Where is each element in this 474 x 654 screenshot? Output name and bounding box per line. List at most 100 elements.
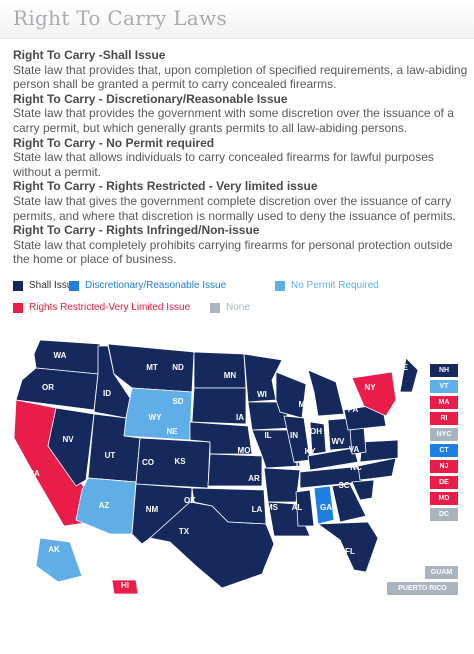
map-legend: Shall Issue Discretionary/Reasonable Iss… (13, 280, 468, 324)
state-va[interactable] (359, 439, 399, 463)
definition-term: Right To Carry - No Permit required (13, 135, 215, 150)
legend-swatch (275, 280, 285, 291)
state-label-il: IL (264, 431, 271, 440)
state-label-nm: NM (146, 505, 159, 514)
state-tx[interactable] (149, 501, 275, 589)
state-label-ne: NE (166, 427, 178, 436)
definition-text: State law that gives the government comp… (13, 193, 456, 223)
state-label-ca: CA (28, 469, 40, 478)
state-wi[interactable] (275, 371, 307, 419)
definition-term: Right To Carry - Rights Infringed/Non-is… (13, 223, 260, 238)
state-la[interactable] (267, 501, 311, 537)
state-label-sd: SD (172, 397, 183, 406)
legend-item-none: None (210, 302, 250, 313)
state-me[interactable] (399, 357, 419, 393)
state-fl[interactable] (316, 521, 379, 573)
state-mi[interactable] (307, 369, 345, 417)
state-ms[interactable] (295, 489, 315, 527)
state-wy[interactable] (123, 387, 193, 441)
state-label-nd: ND (172, 363, 184, 372)
state-badge-de[interactable]: DE (430, 476, 458, 489)
state-label-la: LA (252, 505, 263, 514)
state-ar[interactable] (263, 467, 301, 503)
state-mn[interactable] (243, 353, 283, 403)
state-label-mi: MI (299, 400, 308, 409)
legend-swatch (13, 302, 23, 313)
state-or[interactable] (15, 367, 99, 411)
definitions-list: Right To Carry -Shall Issue State law th… (13, 48, 468, 267)
state-label-oh: OH (310, 427, 322, 436)
definition-item: Right To Carry -Shall Issue State law th… (13, 48, 468, 92)
state-co[interactable] (135, 437, 211, 489)
state-mo[interactable] (251, 429, 301, 469)
state-label-ut: UT (105, 451, 116, 460)
legend-label: None (226, 302, 250, 313)
us-map-svg: WA OR CA NV ID MT WY UT AZ CO NM ND SD NE KS OK TX MN IA MO… (13, 339, 419, 595)
state-badge-ct[interactable]: CT (430, 444, 458, 457)
legend-swatch (69, 280, 79, 291)
state-badge-dc[interactable]: DC (430, 508, 458, 521)
state-label-ga: GA (320, 503, 332, 512)
state-ga[interactable] (331, 483, 367, 523)
state-al[interactable] (313, 485, 335, 525)
state-badge-nj[interactable]: NJ (430, 460, 458, 473)
definition-text: State law that completely prohibits carr… (13, 237, 453, 267)
state-badge-nyc[interactable]: NYC (430, 428, 458, 441)
state-badge-vt[interactable]: VT (430, 380, 458, 393)
state-label-fl: FL (345, 547, 355, 556)
state-label-mt: MT (146, 363, 158, 372)
state-badge-md[interactable]: MD (430, 492, 458, 505)
state-label-wy: WY (149, 413, 163, 422)
state-label-ar: AR (248, 474, 260, 483)
state-badge-ri[interactable]: RI (430, 412, 458, 425)
state-hi[interactable] (111, 579, 139, 595)
definition-item: Right To Carry - Discretionary/Reasonabl… (13, 92, 468, 136)
legend-item-no-permit: No Permit Required (275, 280, 379, 291)
state-label-va: VA (349, 445, 360, 454)
state-in[interactable] (309, 421, 327, 455)
state-label-ia: IA (236, 413, 244, 422)
legend-label: Rights Restricted-Very Limited Issue (29, 302, 191, 313)
state-label-or: OR (42, 383, 54, 392)
state-label-az: AZ (99, 501, 110, 510)
state-label-co: CO (142, 458, 154, 467)
territory-puerto-rico[interactable]: PUERTO RICO (387, 582, 458, 595)
definition-item: Right To Carry - Rights Infringed/Non-is… (13, 223, 468, 267)
definition-text: State law that allows individuals to car… (13, 150, 434, 179)
state-label-sc: SC (338, 481, 349, 490)
state-label-ms: MS (266, 503, 279, 512)
state-nd[interactable] (193, 351, 247, 389)
state-label-al: AL (292, 503, 303, 512)
legend-swatch (210, 302, 220, 313)
legend-label: Shall Issue (29, 280, 78, 291)
legend-label: Discretionary/Reasonable Issue (85, 280, 227, 291)
legend-label: No Permit Required (291, 280, 379, 291)
state-sc[interactable] (351, 479, 375, 501)
state-label-nc: NC (350, 463, 362, 472)
state-label-hi: HI (121, 581, 129, 590)
state-badge-ma[interactable]: MA (430, 396, 458, 409)
state-nc[interactable] (357, 457, 397, 481)
state-ak[interactable] (35, 537, 83, 583)
definition-term: Right To Carry - Rights Restricted - Ver… (13, 179, 318, 194)
state-label-pa: PA (348, 405, 359, 414)
legend-item-rights-restricted: Rights Restricted-Very Limited Issue (13, 302, 190, 313)
legend-swatch (13, 280, 23, 291)
state-label-id: ID (103, 389, 111, 398)
state-ny[interactable] (351, 371, 397, 417)
territory-guam[interactable]: GUAM (425, 566, 458, 579)
definition-term: Right To Carry -Shall Issue (13, 48, 166, 62)
state-nv[interactable] (47, 407, 95, 487)
state-sd[interactable] (191, 387, 247, 425)
state-badge-nh[interactable]: NH (430, 364, 458, 377)
state-label-tn: TN (295, 461, 306, 470)
state-ky[interactable] (307, 447, 359, 471)
definition-term: Right To Carry - Discretionary/Reasonabl… (13, 91, 288, 106)
state-label-nv: NV (62, 435, 74, 444)
state-label-ak: AK (48, 545, 60, 554)
state-label-me: ME (396, 363, 409, 372)
definition-text: State law that provides that, upon compl… (13, 62, 468, 92)
state-label-in: IN (290, 431, 298, 440)
state-ks[interactable] (207, 453, 263, 487)
legend-item-discretionary: Discretionary/Reasonable Issue (69, 280, 226, 291)
